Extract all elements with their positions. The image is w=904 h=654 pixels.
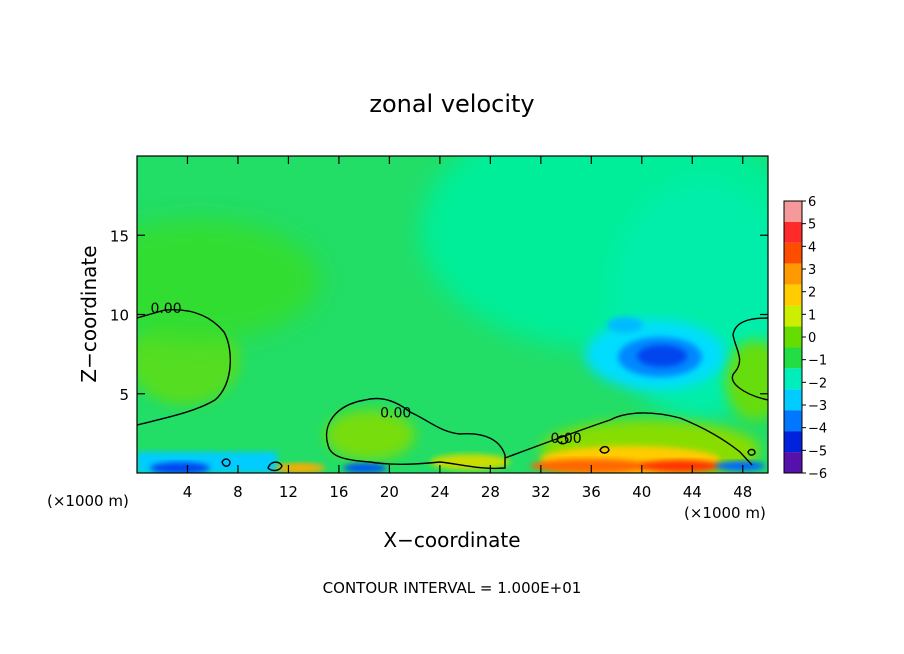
colorbar-swatch xyxy=(784,410,802,432)
colorbar-label: 5 xyxy=(808,218,816,233)
x-tick-label: 48 xyxy=(733,483,752,501)
contour-label: 0.00 xyxy=(550,431,581,447)
colorbar-label: −6 xyxy=(808,467,827,482)
x-tick-label: 16 xyxy=(329,483,348,501)
colorbar-label: −2 xyxy=(808,376,827,391)
x-unit-left: (×1000 m) xyxy=(47,492,129,510)
colorbar-label: 2 xyxy=(808,286,816,301)
y-axis-label: Z−coordinate xyxy=(77,245,101,382)
colorbar-swatch xyxy=(784,431,802,453)
contour-interval-note: CONTOUR INTERVAL = 1.000E+01 xyxy=(323,579,582,597)
contour-labels: 0.00 0.00 0.00 xyxy=(150,301,581,447)
colorbar-swatch xyxy=(784,284,802,306)
x-tick-label: 8 xyxy=(233,483,243,501)
colorbar: 6 5 4 3 2 1 0 −1 −2 −3 −4 −5 −6 xyxy=(783,195,827,482)
colorbar-label: −5 xyxy=(808,444,827,459)
colorbar-swatch xyxy=(784,368,802,390)
chart-title: zonal velocity xyxy=(369,90,534,118)
x-axis-label: X−coordinate xyxy=(383,528,520,552)
colorbar-label: −4 xyxy=(808,422,827,437)
contour-label: 0.00 xyxy=(150,301,181,317)
y-tick-label: 5 xyxy=(119,386,129,404)
colorbar-swatch xyxy=(784,242,802,264)
velocity-field xyxy=(137,156,768,473)
x-unit-right: (×1000 m) xyxy=(684,504,766,522)
zero-contours xyxy=(137,308,768,472)
x-tick-label: 24 xyxy=(430,483,449,501)
contour-label: 0.00 xyxy=(380,406,411,422)
x-tick-label: 40 xyxy=(632,483,651,501)
colorbar-swatch xyxy=(784,201,802,222)
y-tick-label: 15 xyxy=(110,227,129,245)
colorbar-label: 4 xyxy=(808,240,816,255)
colorbar-swatch xyxy=(784,305,802,327)
x-tick-label: 36 xyxy=(582,483,601,501)
x-tick-label: 32 xyxy=(531,483,550,501)
colorbar-label: 6 xyxy=(808,195,816,210)
colorbar-swatch xyxy=(784,389,802,411)
y-axis-ticks: 5 10 15 xyxy=(110,227,768,404)
colorbar-swatch xyxy=(784,326,802,348)
x-tick-label: 4 xyxy=(183,483,193,501)
x-axis-ticks: 4 8 12 16 20 24 28 32 36 40 44 48 xyxy=(183,156,752,501)
colorbar-swatch xyxy=(784,221,802,243)
x-tick-label: 12 xyxy=(279,483,298,501)
x-tick-label: 20 xyxy=(380,483,399,501)
colorbar-swatch xyxy=(784,347,802,369)
y-tick-label: 10 xyxy=(110,307,129,325)
x-tick-label: 28 xyxy=(481,483,500,501)
colorbar-label: 3 xyxy=(808,263,816,278)
colorbar-label: −3 xyxy=(808,399,827,414)
x-tick-label: 44 xyxy=(683,483,702,501)
colorbar-swatch xyxy=(784,452,802,473)
colorbar-swatch xyxy=(784,263,802,285)
colorbar-label: −1 xyxy=(808,354,827,369)
colorbar-label: 1 xyxy=(808,308,816,323)
colorbar-label: 0 xyxy=(808,331,816,346)
